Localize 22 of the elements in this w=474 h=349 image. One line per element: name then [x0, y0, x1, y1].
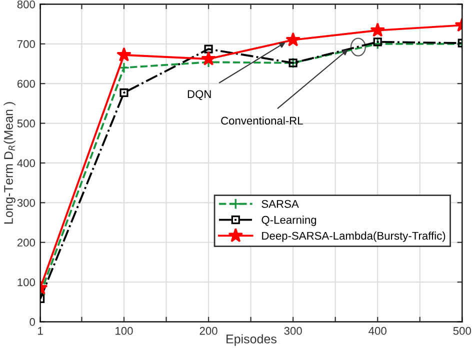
x-axis-title: Episodes	[226, 334, 276, 346]
y-tick-label: 100	[18, 278, 35, 286]
y-tick-label: 600	[17, 80, 35, 88]
legend-label: Deep-SARSA-Lambda(Bursty-Traffic)	[262, 232, 446, 242]
x-tick-label: 100	[116, 326, 133, 335]
x-tick-label: 500	[453, 326, 471, 335]
y-axis-title: Long-Term D$_{R}$(Mean )	[4, 102, 16, 224]
y-tick-label: 500	[17, 120, 35, 128]
x-tick-label: 200	[200, 326, 218, 335]
y-tick-label: 0	[30, 318, 35, 326]
annotation: Conventional-RL	[221, 116, 303, 125]
y-tick-label: 300	[17, 198, 35, 207]
y-tick-label: 800	[17, 0, 35, 8]
y-tick-label: 200	[17, 238, 35, 247]
legend-label: Q-Learning	[262, 216, 316, 226]
y-tick-label: 400	[17, 159, 35, 168]
x-tick-label: 400	[368, 326, 386, 335]
x-tick-label: 1	[38, 327, 43, 335]
annotation: DQN	[188, 90, 211, 100]
x-tick-label: 300	[284, 326, 302, 335]
y-tick-label: 700	[17, 40, 35, 48]
legend-label: SARSA	[262, 200, 299, 208]
